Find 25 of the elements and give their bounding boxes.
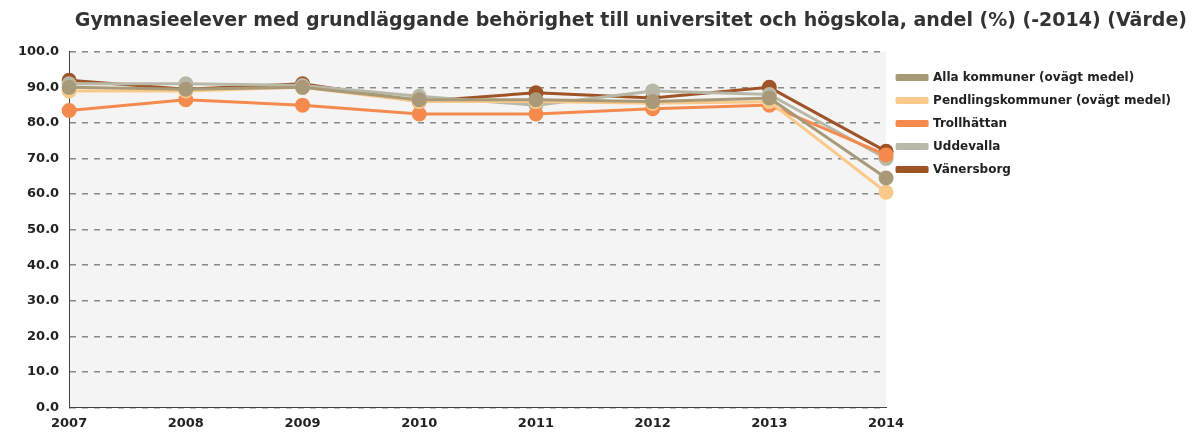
y-tick-label: 100.0 [18,43,60,59]
y-tick-label: 0.0 [36,398,60,414]
y-tick-label: 20.0 [27,327,60,343]
x-tick-label: 2009 [284,414,321,430]
x-tick-label: 2014 [867,414,905,430]
chart-title: Gymnasieelever med grundläggande behörighet till universitet och högskola, andel (%) (-2014) (Värde) [73,8,1188,32]
y-tick-label: 80.0 [27,114,60,130]
y-tick-label: 50.0 [27,220,60,236]
x-tick-label: 2007 [51,414,88,430]
y-tick-label: 70.0 [27,149,60,165]
y-tick-label: 90.0 [27,78,60,94]
legend-label: Pendlingskommuner (ovägt medel) [933,92,1171,107]
x-tick-label: 2012 [634,414,671,430]
legend-label: Alla kommuner (ovägt medel) [933,69,1135,84]
x-tick-label: 2013 [751,414,788,430]
legend-label: Trollhättan [933,115,1008,130]
y-tick-label: 40.0 [27,256,60,272]
x-tick-label: 2011 [517,414,555,430]
legend-label: Uddevalla [933,138,1001,153]
x-tick-label: 2010 [401,414,438,430]
x-tick-label: 2008 [167,414,204,430]
y-tick-label: 10.0 [27,363,60,379]
y-tick-label: 60.0 [27,185,60,201]
y-tick-label: 30.0 [27,292,60,308]
legend-label: Vänersborg [933,161,1011,176]
